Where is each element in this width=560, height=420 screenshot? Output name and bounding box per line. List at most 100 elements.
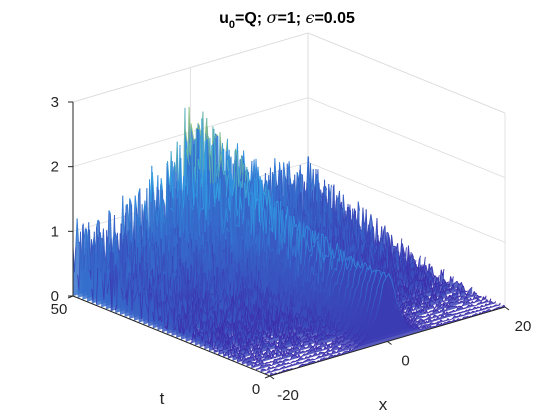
surface-mesh-line — [125, 259, 128, 275]
surface-mesh-line — [92, 239, 95, 302]
surface-mesh-line — [227, 230, 230, 233]
surface-mesh-line — [244, 182, 247, 199]
surface-mesh-line — [123, 266, 126, 296]
surface-mesh-line — [187, 158, 190, 166]
surface-mesh-line — [187, 106, 190, 163]
surface-mesh-line — [212, 204, 215, 206]
surface-mesh-line — [131, 284, 134, 311]
surface-mesh-line — [148, 257, 151, 277]
surface-mesh-line — [294, 188, 297, 205]
surface-mesh-line — [128, 256, 131, 266]
surface-mesh-line — [241, 236, 244, 240]
surface-mesh-line — [351, 226, 354, 233]
surface-mesh-line — [216, 133, 219, 137]
surface-mesh-line — [235, 148, 238, 156]
surface-mesh-line — [207, 222, 210, 227]
surface-mesh-line — [284, 189, 287, 211]
surface-mesh-line — [166, 250, 169, 252]
surface-mesh-line — [274, 158, 277, 180]
surface-mesh-line — [197, 122, 200, 126]
surface-mesh-line — [212, 183, 215, 203]
surface-mesh-line — [285, 189, 289, 198]
surface-mesh-line — [127, 204, 130, 231]
surface-mesh-line — [129, 222, 132, 243]
surface-mesh-line — [289, 178, 293, 189]
surface-mesh-line — [144, 269, 148, 275]
surface-mesh-line — [326, 218, 329, 229]
surface-mesh-line — [183, 245, 186, 262]
surface-mesh-line — [150, 244, 153, 253]
surface-mesh-line — [147, 179, 151, 248]
surface-mesh-line — [192, 167, 196, 211]
surface-mesh-line — [189, 280, 193, 295]
surface-mesh-line — [318, 194, 321, 204]
surface-mesh-line — [299, 213, 302, 224]
surface-mesh-line — [111, 237, 114, 255]
surface-mesh-line — [198, 125, 202, 136]
surface-mesh-line — [320, 189, 323, 201]
surface-mesh-line — [157, 281, 160, 295]
surface-mesh-line — [115, 240, 118, 261]
surface-mesh-line — [148, 238, 151, 247]
surface-mesh-line — [184, 183, 187, 187]
surface-mesh-line — [133, 249, 136, 255]
surface-mesh-line — [182, 245, 185, 263]
surface-mesh-line — [186, 149, 189, 159]
surface-mesh-line — [214, 134, 217, 139]
surface-mesh-line — [213, 252, 216, 255]
surface-mesh-line — [269, 167, 273, 204]
surface-mesh-line — [318, 214, 321, 228]
surface-mesh-line — [168, 250, 171, 256]
surface-mesh-line — [203, 259, 207, 274]
surface-mesh-line — [130, 279, 133, 311]
surface-mesh-line — [122, 195, 125, 240]
surface-mesh-line — [143, 230, 146, 246]
surface-mesh-line — [238, 181, 242, 208]
surface-mesh-line — [197, 207, 200, 236]
surface-mesh-line — [306, 177, 310, 188]
surface-mesh-line — [150, 172, 153, 203]
surface-mesh-line — [138, 270, 141, 287]
surface-mesh-line — [102, 244, 106, 286]
surface-mesh-line — [81, 234, 85, 269]
surface-mesh-line — [155, 253, 158, 278]
surface-mesh-line — [160, 178, 164, 191]
surface-mesh-line — [357, 201, 361, 211]
surface-mesh-line — [233, 148, 236, 183]
surface-mesh-line — [138, 243, 141, 259]
surface-mesh-line — [246, 182, 250, 207]
surface-mesh-line — [199, 235, 202, 249]
surface-mesh-line — [201, 178, 204, 210]
surface-mesh-line — [142, 289, 146, 293]
surface-mesh-line — [197, 158, 201, 170]
surface-mesh-line — [114, 231, 117, 237]
surface-mesh-line — [141, 236, 144, 252]
surface-mesh-line — [145, 304, 148, 309]
surface-mesh-line — [329, 184, 332, 197]
surface-mesh-line — [213, 205, 216, 208]
surface-mesh-line — [162, 264, 165, 272]
surface-mesh-line — [164, 258, 168, 284]
surface-mesh-line — [224, 227, 228, 240]
surface-mesh-line — [159, 209, 162, 239]
surface-mesh-line — [175, 236, 178, 244]
surface-mesh-line — [144, 261, 147, 271]
surface-mesh-line — [185, 257, 188, 267]
surface-plot — [72, 106, 506, 376]
surface-mesh-line — [142, 263, 146, 276]
surface-mesh-line — [220, 216, 223, 242]
surface-mesh-line — [154, 235, 157, 243]
surface-mesh-line — [164, 292, 167, 295]
surface-mesh-line — [163, 269, 166, 272]
grid-line — [72, 32, 309, 103]
surface-mesh-line — [160, 210, 164, 239]
surface-mesh-line — [90, 245, 94, 280]
surface-mesh-line — [323, 186, 326, 194]
grid-line — [307, 97, 506, 179]
surface-mesh-line — [254, 198, 258, 209]
surface-mesh-line — [199, 129, 202, 174]
surface-mesh-line — [146, 238, 150, 263]
surface-mesh-line — [73, 246, 77, 273]
surface-mesh-line — [106, 240, 109, 254]
